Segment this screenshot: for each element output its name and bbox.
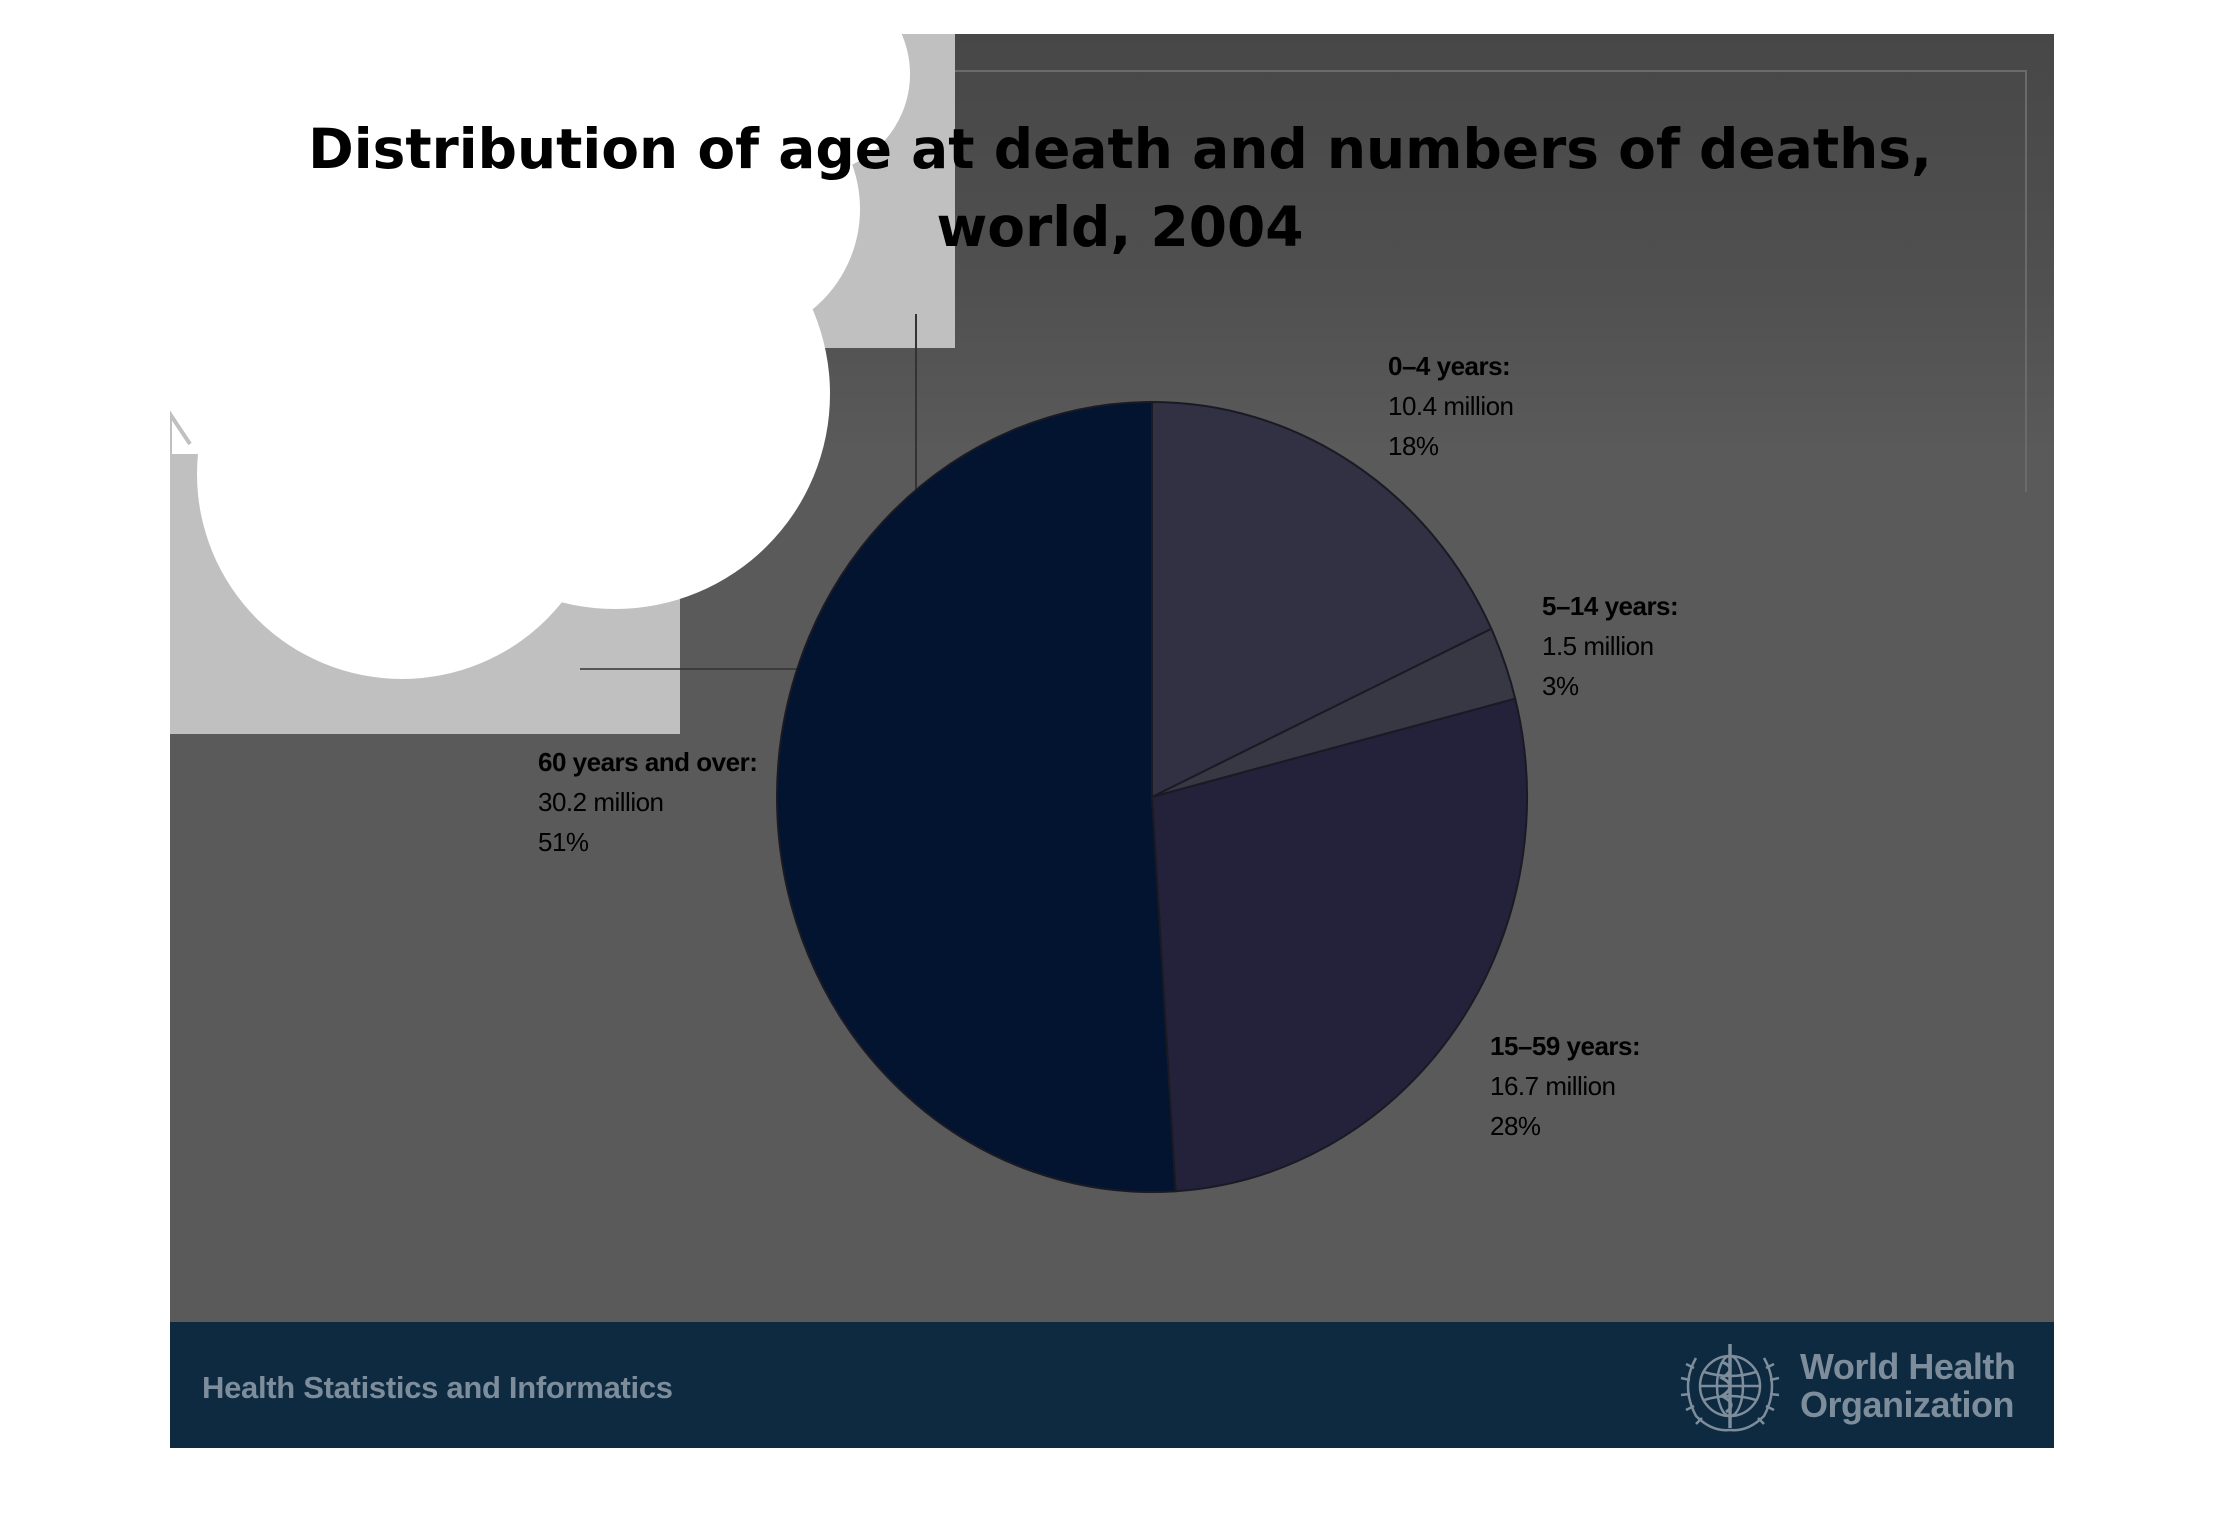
slice-label-0-4: 0–4 years: 10.4 million 18% (1388, 346, 1514, 466)
slice-label-value: 16.7 million (1490, 1071, 1616, 1101)
slide: 0–4 years: 10.4 million 18% 5–14 years: … (170, 34, 2054, 1448)
cloud-decoration (170, 34, 955, 734)
footer-bar: Health Statistics and Informatics World … (170, 1322, 2054, 1448)
slice-label-name: 0–4 years: (1388, 351, 1511, 381)
slice-label-percent: 3% (1542, 671, 1579, 701)
slice-label-name: 15–59 years: (1490, 1031, 1641, 1061)
slice-label-name: 60 years and over: (538, 747, 758, 777)
who-logotype: World Health Organization (1800, 1346, 2016, 1425)
who-emblem-icon (1680, 1344, 1780, 1432)
pie-slice-15-59 (1150, 697, 1529, 1193)
pie-slice-0-4 (1151, 400, 1493, 799)
slice-label-percent: 18% (1388, 431, 1439, 461)
slice-label-value: 10.4 million (1388, 391, 1514, 421)
slice-label-name: 5–14 years: (1542, 591, 1679, 621)
footer-department-text: Health Statistics and Informatics (202, 1370, 673, 1405)
pie-chart (776, 400, 1529, 1193)
pie-slice-60-plus (776, 400, 1177, 1193)
slice-label-60-plus: 60 years and over: 30.2 million 51% (538, 742, 758, 862)
slice-label-15-59: 15–59 years: 16.7 million 28% (1490, 1026, 1641, 1146)
slice-label-value: 1.5 million (1542, 631, 1654, 661)
slice-label-value: 30.2 million (538, 787, 664, 817)
frame-line (955, 70, 2027, 492)
who-name-line1: World Health (1800, 1346, 2016, 1387)
who-name-line2: Organization (1800, 1384, 2015, 1425)
slice-label-5-14: 5–14 years: 1.5 million 3% (1542, 586, 1679, 706)
chart-title: Distribution of age at death and numbers… (308, 117, 1932, 259)
slice-label-percent: 28% (1490, 1111, 1541, 1141)
slice-label-percent: 51% (538, 827, 589, 857)
